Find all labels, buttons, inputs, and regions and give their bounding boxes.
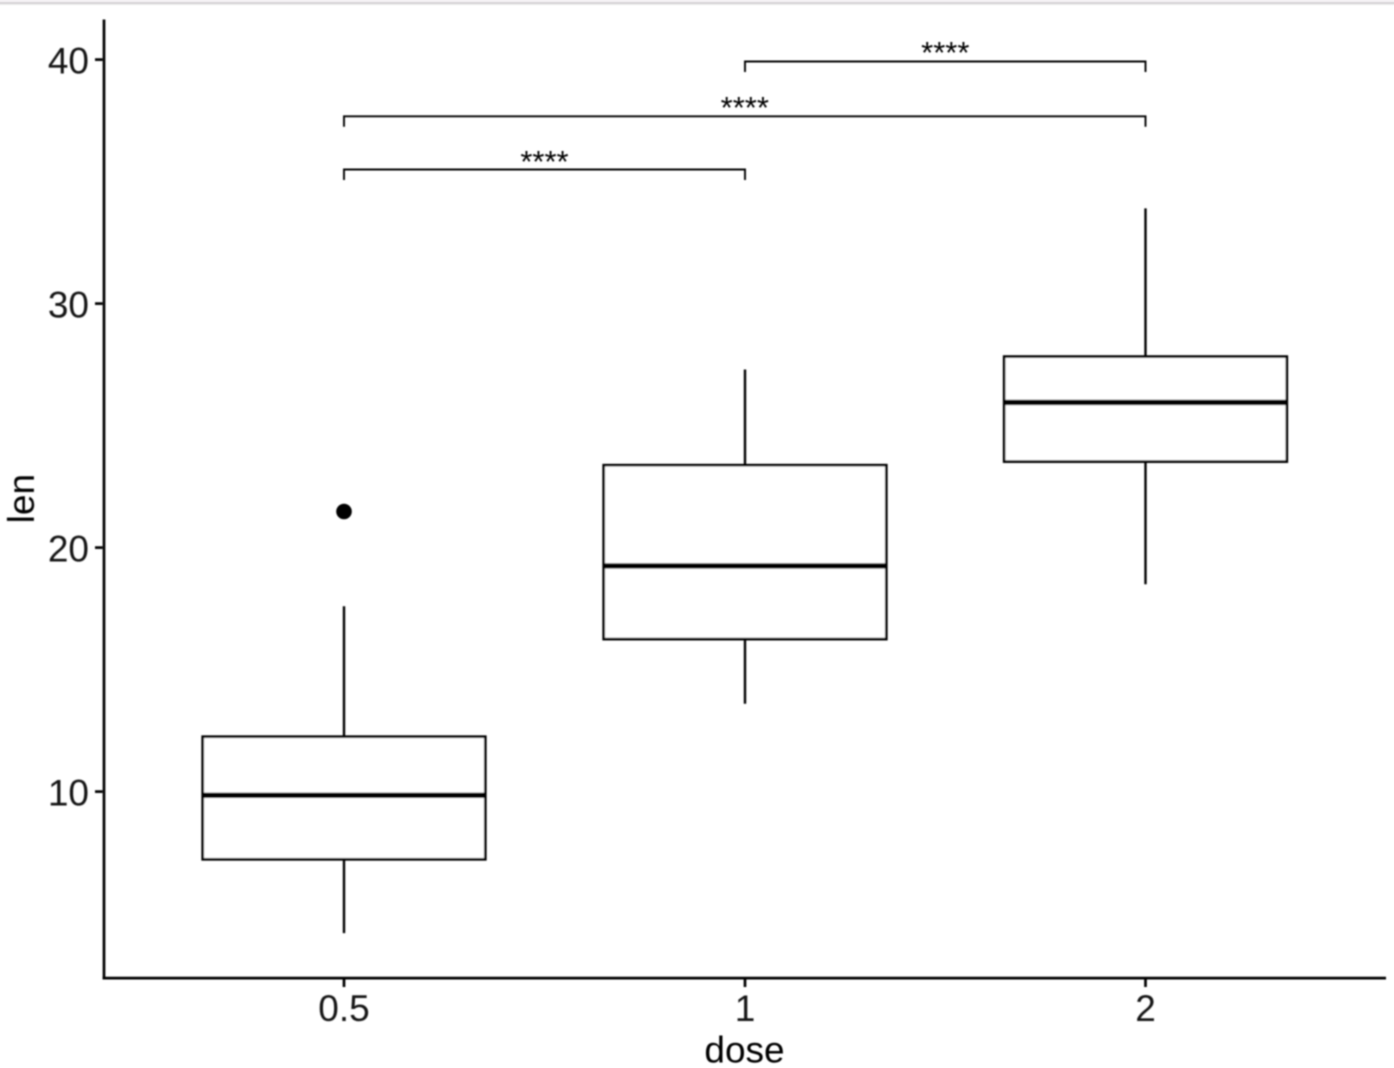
svg-text:2: 2 [1135,988,1156,1029]
svg-text:len: len [1,474,42,523]
svg-text:****: **** [520,144,568,179]
svg-text:dose: dose [704,1030,784,1068]
svg-text:0.5: 0.5 [318,988,369,1029]
svg-text:1: 1 [735,988,756,1029]
svg-text:30: 30 [48,284,89,325]
svg-text:40: 40 [48,40,89,81]
svg-text:10: 10 [48,772,89,813]
svg-text:****: **** [921,35,969,70]
svg-text:20: 20 [48,528,89,569]
svg-text:****: **** [721,90,769,125]
